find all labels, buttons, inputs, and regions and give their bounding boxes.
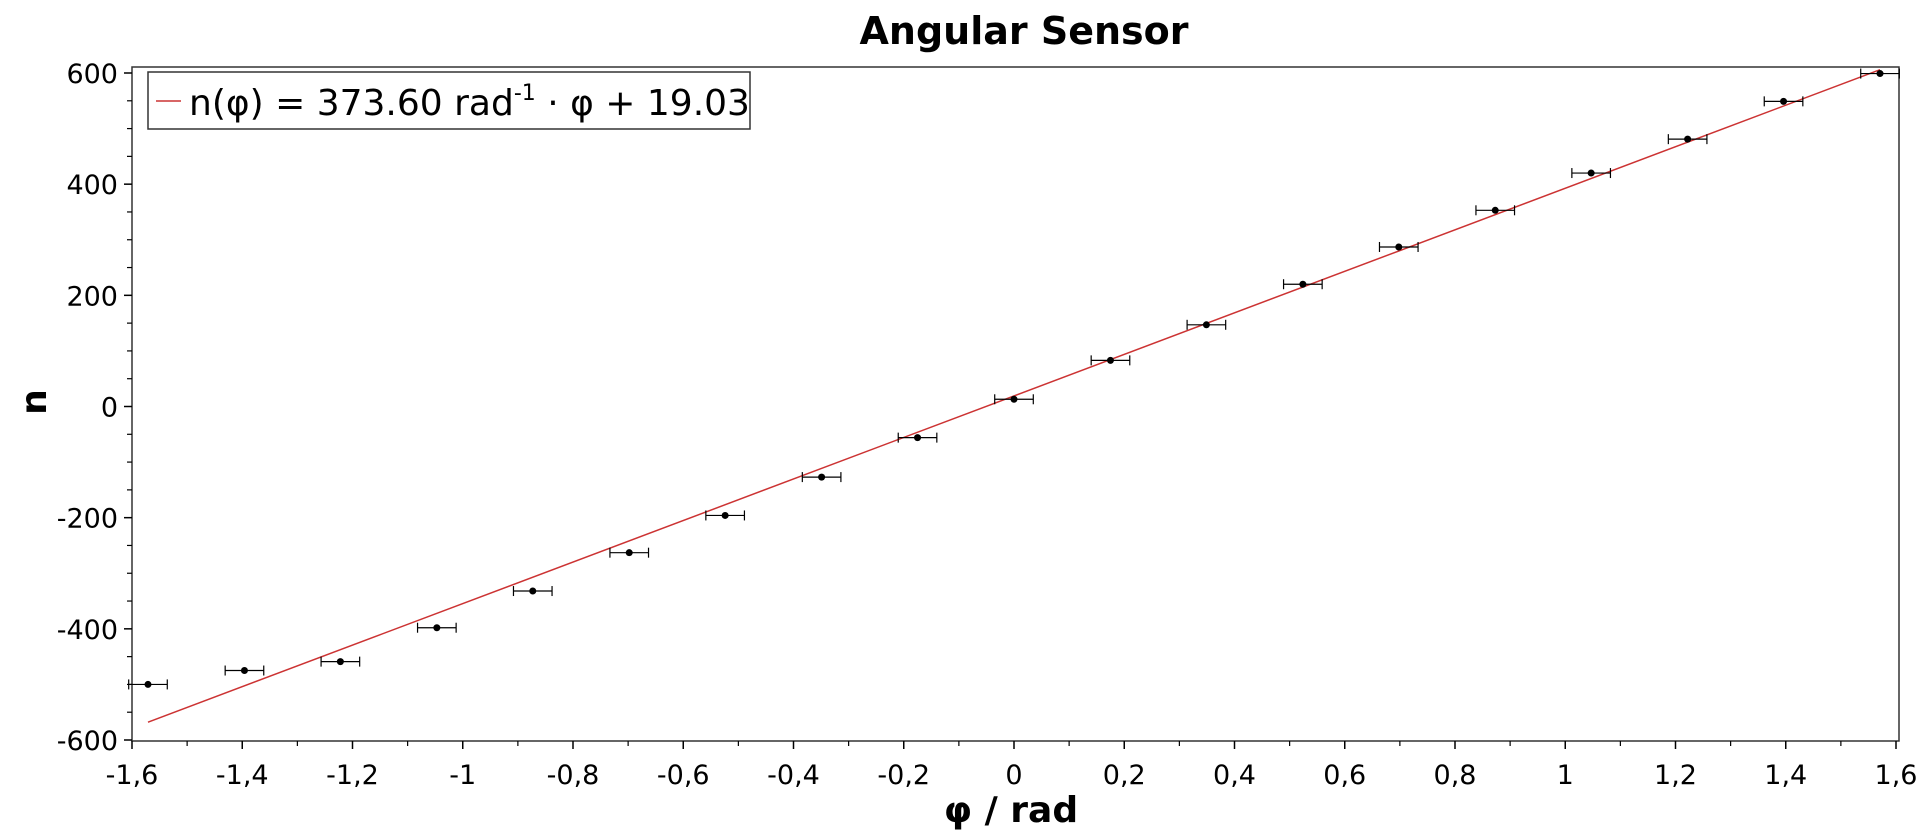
data-point [897,432,938,443]
chart-title: Angular Sensor [859,9,1188,53]
plot-frame [131,66,1900,742]
data-point [1667,134,1708,145]
legend: n(φ) = 373.60 rad-1 · φ + 19.03 [147,71,751,130]
data-point [705,510,746,521]
point-marker [1106,356,1114,364]
x-axis-title: φ / rad [944,790,1078,831]
point-marker [1587,169,1595,177]
point-marker [1202,321,1210,329]
y-tick-label: -400 [57,615,118,646]
x-tick-label: -1,6 [106,760,159,791]
y-tick-label: 0 [101,393,118,424]
y-axis-title: n [14,389,55,415]
x-tick-label: 1,2 [1654,760,1697,791]
x-tick-label: 0,8 [1434,760,1477,791]
data-point [1090,355,1131,366]
point-marker [336,658,344,666]
legend-label-tail: · φ + 19.03 [536,83,750,124]
data-point [1378,241,1419,252]
x-tick-label: 0,2 [1103,760,1146,791]
point-marker [818,473,826,481]
point-marker [721,511,729,519]
data-point [609,547,650,558]
point-marker [1299,280,1307,288]
point-marker [1395,243,1403,251]
y-tick-label: 600 [66,59,118,90]
point-marker [144,680,152,688]
x-tick-label: 0,6 [1323,760,1366,791]
data-point [320,656,361,667]
point-marker [914,434,922,442]
point-marker [1876,70,1884,78]
point-marker [529,587,537,595]
data-point [801,472,842,483]
x-tick-label: -0,6 [657,760,710,791]
data-point [128,679,168,690]
x-tick-label: 0 [1005,760,1022,791]
plot-area [131,66,1900,742]
data-point [1186,319,1227,330]
legend-label-main: n(φ) = 373.60 rad [189,83,514,124]
x-tick-label: -1,2 [326,760,379,791]
y-axis: -600 -400 -200 0 200 400 600 [57,59,132,757]
legend-label-superscript: -1 [514,81,536,106]
point-marker [625,549,633,557]
x-axis: -1,6 -1,4 -1,2 -1 -0,8 -0,6 -0,4 -0,2 0 0,2 0,4 0,6… [106,741,1918,791]
y-tick-label: -600 [57,726,118,757]
point-marker [433,624,441,632]
point-marker [240,667,248,675]
x-tick-label: 1,4 [1764,760,1807,791]
data-point [1282,279,1323,290]
x-tick-label: -1 [449,760,476,791]
point-marker [1010,395,1018,403]
data-point [1571,168,1612,179]
data-point [224,665,265,676]
x-tick-label: -0,8 [547,760,600,791]
x-tick-label: 0,4 [1213,760,1256,791]
data-point [1475,205,1516,216]
data-point [1860,68,1900,79]
point-marker [1684,135,1692,143]
x-tick-label: 1 [1557,760,1574,791]
x-tick-label: -0,4 [767,760,820,791]
x-tick-label: 1,6 [1875,760,1918,791]
x-tick-label: -0,2 [877,760,930,791]
y-tick-label: -200 [57,504,118,535]
legend-box [147,71,751,130]
point-marker [1780,97,1788,105]
data-points-layer [128,68,1900,690]
data-point [994,394,1034,405]
legend-label: n(φ) = 373.60 rad-1 · φ + 19.03 [189,81,750,124]
x-tick-label: -1,4 [216,760,269,791]
point-marker [1491,206,1499,214]
data-point [1763,96,1804,107]
data-point [416,622,457,633]
y-tick-label: 400 [66,170,118,201]
y-tick-label: 200 [66,281,118,312]
data-point [512,586,553,597]
